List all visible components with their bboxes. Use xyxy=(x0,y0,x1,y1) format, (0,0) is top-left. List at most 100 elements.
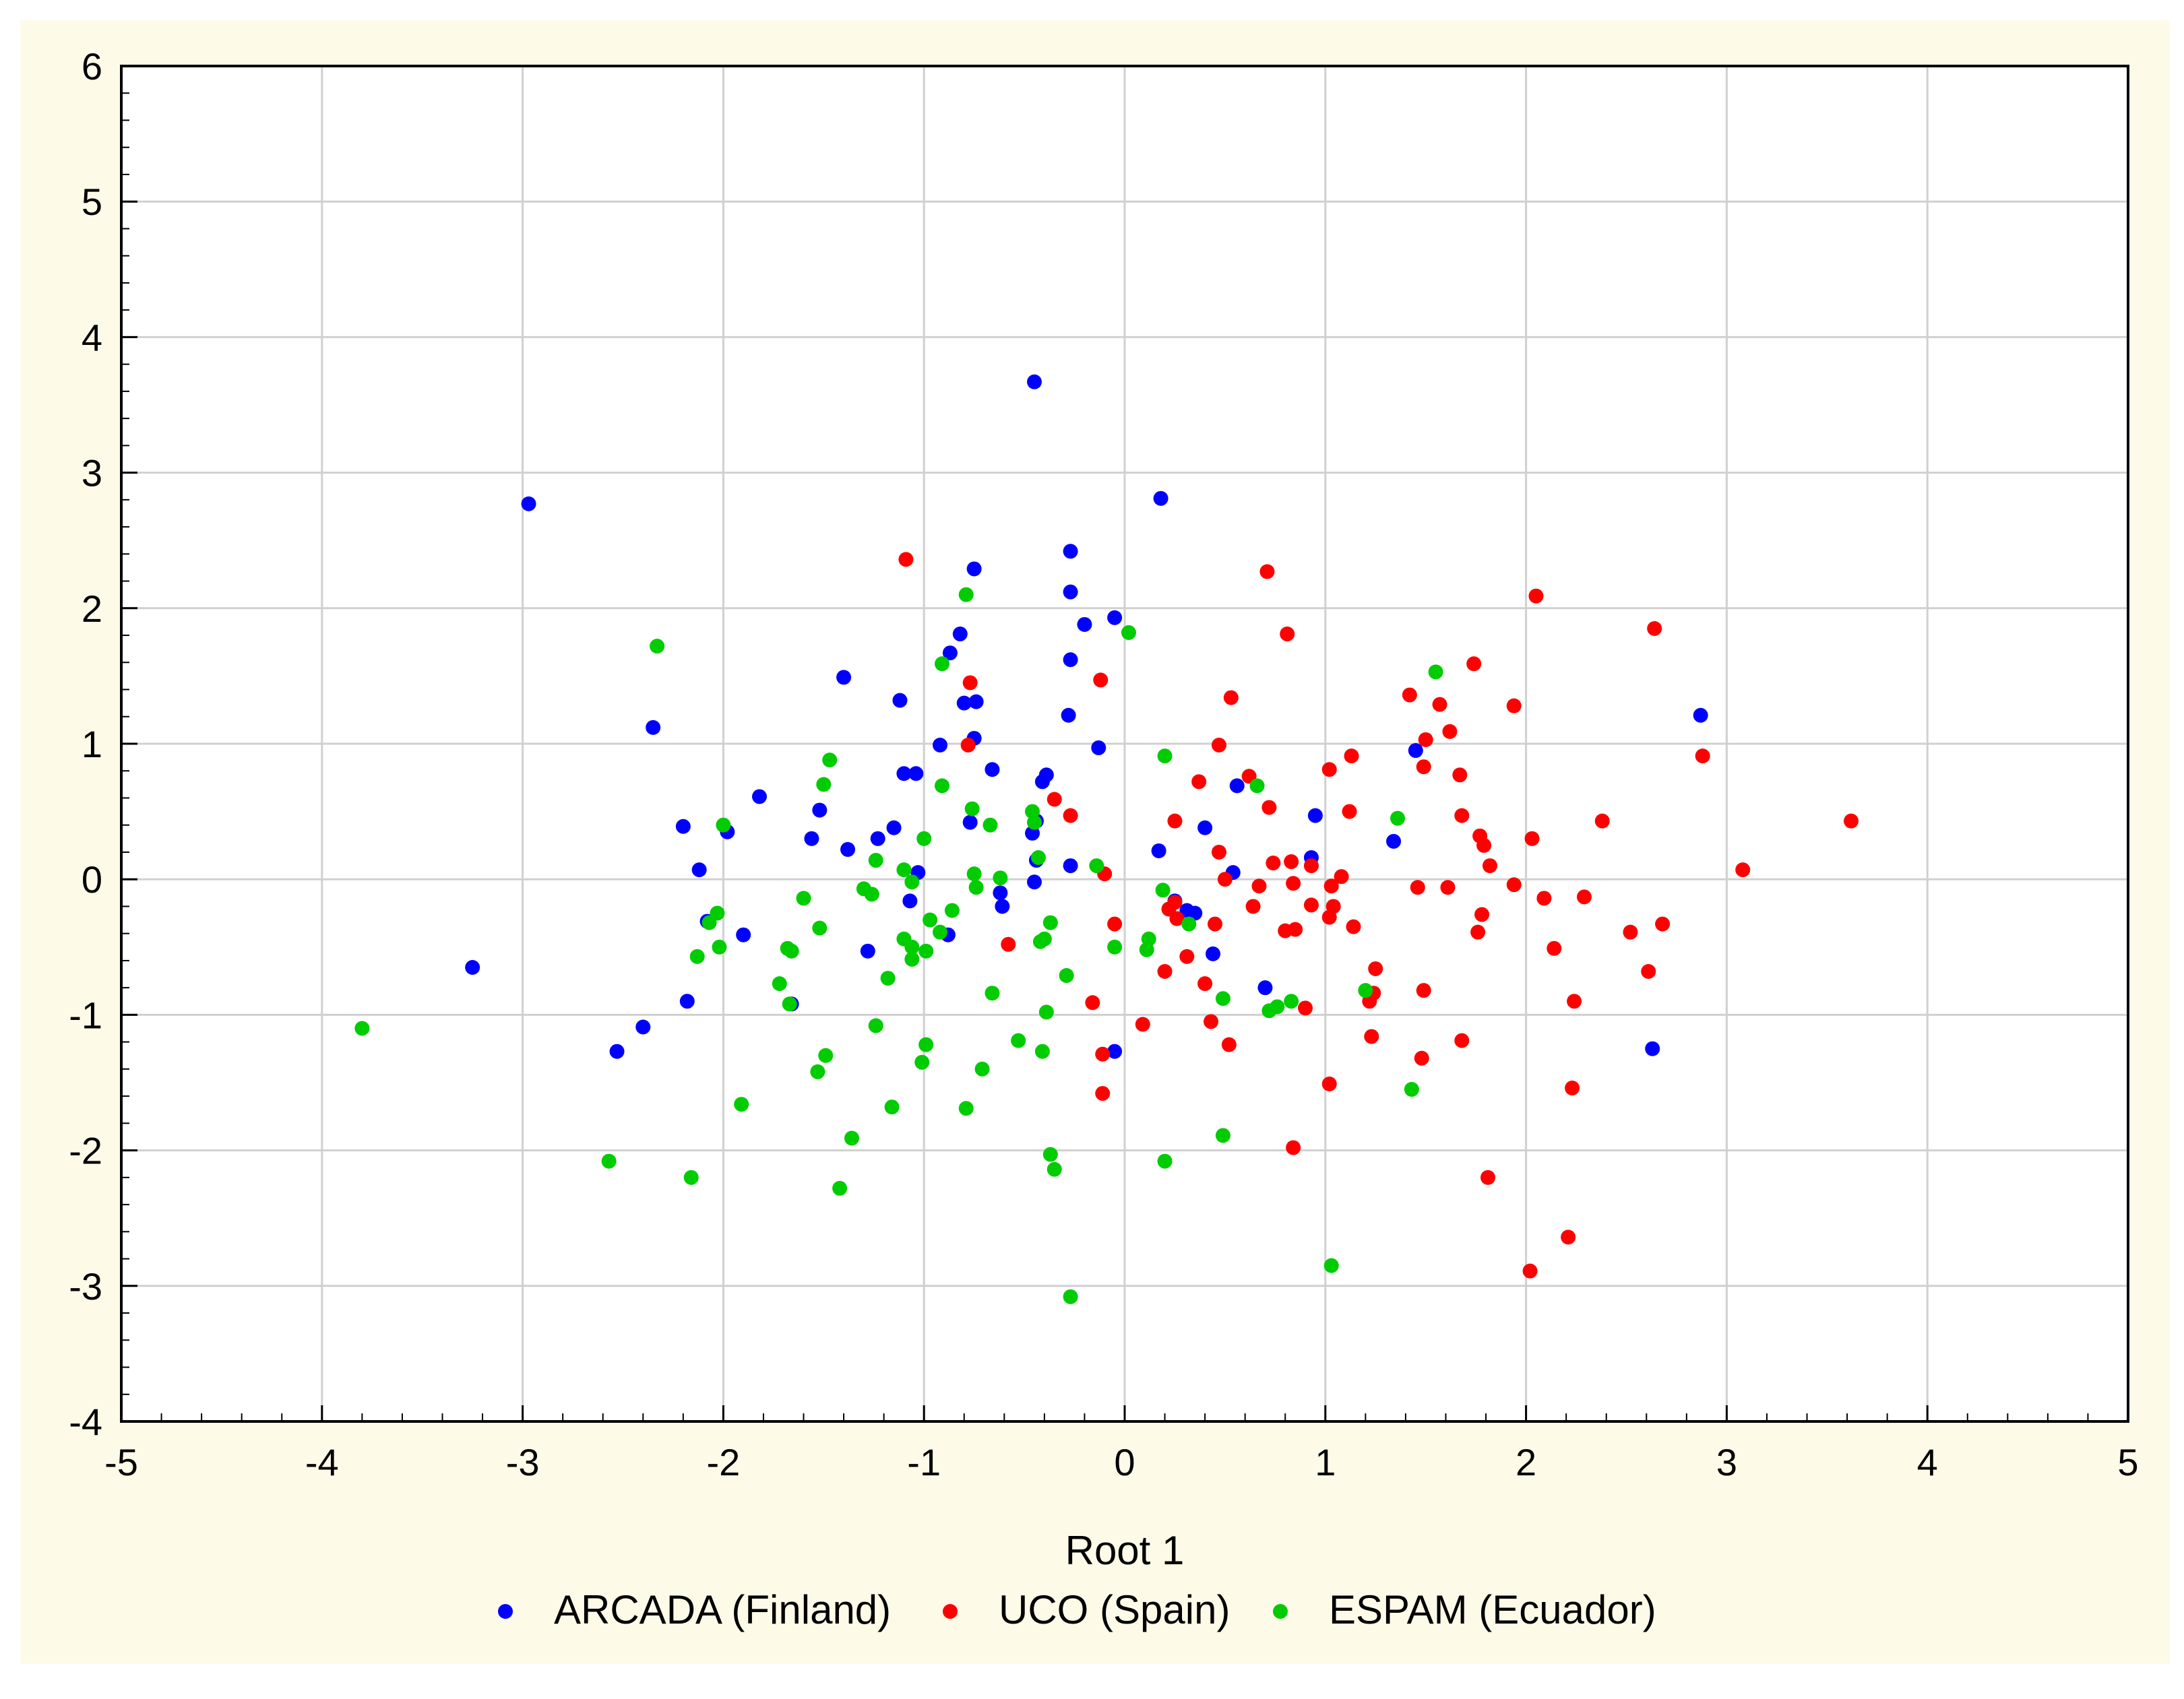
data-point xyxy=(716,817,731,833)
data-point xyxy=(1047,1161,1062,1177)
data-point xyxy=(1197,976,1213,992)
data-point xyxy=(1169,911,1185,926)
data-point xyxy=(966,866,982,882)
data-point xyxy=(1693,707,1708,723)
data-point xyxy=(1091,740,1106,756)
data-point xyxy=(1303,858,1319,874)
data-point xyxy=(712,939,727,955)
data-point xyxy=(1284,854,1299,870)
data-point xyxy=(1307,808,1323,823)
data-point xyxy=(1323,1258,1339,1273)
data-point xyxy=(1204,1014,1219,1029)
data-point xyxy=(1410,880,1425,895)
data-point xyxy=(1211,738,1226,753)
data-point xyxy=(1454,808,1470,823)
data-point xyxy=(1323,878,1339,894)
data-point xyxy=(810,1064,825,1079)
data-point xyxy=(832,1180,848,1196)
x-tick-label: 3 xyxy=(1716,1441,1737,1483)
data-point xyxy=(1107,610,1123,625)
legend-label: UCO (Spain) xyxy=(999,1587,1230,1632)
data-point xyxy=(818,1048,834,1063)
data-point xyxy=(886,820,902,835)
data-point xyxy=(1063,808,1078,823)
data-point xyxy=(1251,878,1267,894)
data-point xyxy=(1139,942,1154,957)
data-point xyxy=(1334,869,1349,885)
data-point xyxy=(601,1153,617,1169)
data-point xyxy=(1288,922,1303,937)
data-point xyxy=(914,1054,930,1070)
data-point xyxy=(1107,939,1123,955)
data-point xyxy=(1266,856,1281,871)
data-point xyxy=(679,994,695,1009)
data-point xyxy=(966,561,982,577)
data-point xyxy=(1155,883,1171,898)
x-tick-label: -3 xyxy=(506,1441,540,1483)
data-point xyxy=(812,920,828,936)
data-point xyxy=(752,789,768,804)
data-point xyxy=(1442,724,1458,739)
data-point xyxy=(918,943,934,959)
data-point xyxy=(1286,876,1301,891)
data-point xyxy=(1063,544,1078,559)
data-point xyxy=(896,766,912,781)
data-point xyxy=(1386,833,1402,849)
data-point xyxy=(1181,916,1197,932)
data-point xyxy=(1528,588,1544,604)
data-point xyxy=(1536,891,1552,906)
legend-marker xyxy=(1273,1604,1288,1619)
data-point xyxy=(923,912,938,928)
data-point xyxy=(736,927,751,942)
data-point xyxy=(1135,1017,1150,1032)
data-point xyxy=(908,766,924,781)
data-point xyxy=(1368,961,1383,976)
data-point xyxy=(1321,909,1337,925)
x-tick-label: -1 xyxy=(907,1441,941,1483)
data-point xyxy=(960,738,976,753)
data-point xyxy=(1217,872,1233,887)
data-point xyxy=(1454,1033,1470,1048)
data-point xyxy=(1030,850,1046,866)
data-point xyxy=(1735,862,1751,878)
data-point xyxy=(1063,652,1078,668)
data-point xyxy=(1095,1046,1111,1062)
data-point xyxy=(1506,877,1522,893)
data-point xyxy=(985,762,1000,777)
data-point xyxy=(1695,748,1710,764)
data-point xyxy=(844,1130,859,1146)
data-point xyxy=(1215,991,1230,1006)
data-point xyxy=(1482,858,1497,874)
data-point xyxy=(1280,627,1295,642)
legend-marker xyxy=(943,1604,958,1619)
data-point xyxy=(1547,940,1562,956)
data-point xyxy=(836,670,852,685)
data-point xyxy=(1480,1169,1496,1185)
y-tick-label: 3 xyxy=(82,452,102,494)
data-point xyxy=(1647,620,1662,636)
data-point xyxy=(968,694,984,709)
data-point xyxy=(884,1099,900,1115)
x-tick-label: 0 xyxy=(1114,1441,1135,1483)
data-point xyxy=(1321,762,1337,777)
y-tick-label: 4 xyxy=(82,316,102,358)
data-point xyxy=(1221,1037,1237,1052)
x-tick-label: -2 xyxy=(707,1441,741,1483)
data-point xyxy=(675,819,691,834)
data-point xyxy=(898,552,914,567)
data-point xyxy=(822,752,838,768)
x-tick-label: 2 xyxy=(1516,1441,1536,1483)
y-tick-label: 1 xyxy=(82,723,102,765)
data-point xyxy=(952,627,968,642)
data-point xyxy=(1428,664,1443,680)
data-point xyxy=(650,639,665,654)
data-point xyxy=(1259,564,1275,579)
data-point xyxy=(465,959,480,975)
data-point xyxy=(944,903,960,918)
legend-marker xyxy=(498,1604,513,1619)
data-point xyxy=(1107,916,1123,932)
data-point xyxy=(1364,1029,1379,1044)
y-tick-label: 0 xyxy=(82,858,102,901)
legend-label: ESPAM (Ecuador) xyxy=(1329,1587,1656,1632)
data-point xyxy=(804,831,819,846)
